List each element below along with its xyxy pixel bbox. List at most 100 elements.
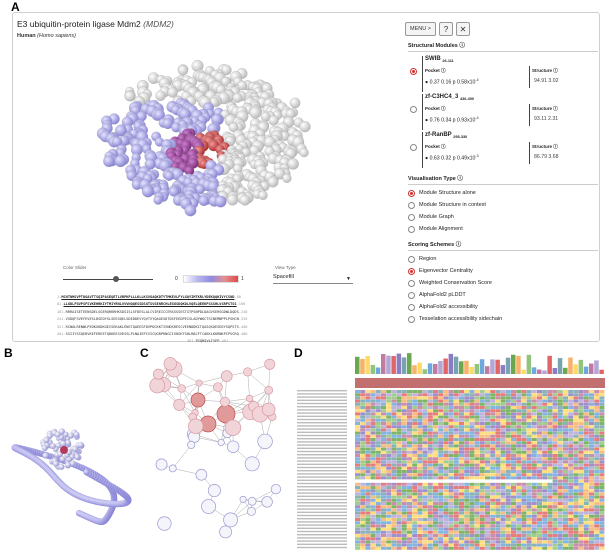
close-icon[interactable]: ✕ xyxy=(455,22,470,36)
module-radio[interactable] xyxy=(410,144,417,151)
alignment-cell xyxy=(355,450,360,454)
alignment-cell xyxy=(599,537,605,541)
alignment-cell xyxy=(557,415,563,419)
option-eigenvector-centrality[interactable]: Eigenvector Centrality xyxy=(408,265,598,277)
option-radio[interactable] xyxy=(408,213,415,221)
alignment-cell xyxy=(511,466,516,470)
alignment-cell xyxy=(516,396,522,400)
alignment-cell xyxy=(365,498,371,502)
alignment-cell xyxy=(360,412,366,416)
alignment-cell xyxy=(573,415,579,419)
alignment-cell xyxy=(401,415,407,419)
option-radio[interactable] xyxy=(408,303,415,311)
sequence-line: 161-RRRAISETEENSDELSGERQRKRHKSDSISLSFDES… xyxy=(57,309,367,316)
alignment-cell xyxy=(407,390,412,393)
option-radio[interactable] xyxy=(408,315,415,323)
option-weighted-conservation-score[interactable]: Weighted Conservation Score xyxy=(408,277,598,289)
alignment-cell xyxy=(360,534,366,537)
module-atom xyxy=(43,437,50,444)
alignment-cell xyxy=(360,418,366,422)
option-radio[interactable] xyxy=(408,291,415,299)
alignment-cell xyxy=(583,438,589,441)
help-icon[interactable]: ? xyxy=(438,22,453,36)
option-module-alignment[interactable]: Module Alignment xyxy=(408,223,598,235)
option-region[interactable]: Region xyxy=(408,253,598,265)
alignment-cell xyxy=(386,530,392,534)
alignment-cell xyxy=(557,466,563,470)
option-alphafold2-accessibility[interactable]: AlphaFold2 accessibility xyxy=(408,301,598,313)
option-radio[interactable] xyxy=(408,225,415,233)
alignment-cell xyxy=(547,393,553,397)
alignment-cell xyxy=(396,406,402,409)
option-radio[interactable] xyxy=(408,255,415,263)
module-zf-ranbp[interactable]: zf-RanBP 295-330 Pocket ⓘ ● 0.63 0.32 p … xyxy=(408,132,598,170)
alignment-cell xyxy=(422,444,428,448)
alignment-cell xyxy=(583,409,589,413)
alignment-cell xyxy=(459,393,464,397)
option-module-structure-alone[interactable]: Module Structure alone xyxy=(408,187,598,199)
alignment-cell xyxy=(526,498,532,502)
alignment-cell xyxy=(573,534,579,537)
alignment-cell xyxy=(521,473,527,477)
alignment-cell xyxy=(355,524,360,528)
sequence-name xyxy=(297,450,347,453)
alignment-cell xyxy=(360,428,366,432)
option-radio[interactable] xyxy=(408,201,415,209)
option-alphafold2-plddt[interactable]: AlphaFold2 pLDDT xyxy=(408,289,598,301)
alignment-cell xyxy=(365,505,371,509)
alignment-cell xyxy=(422,546,428,550)
option-radio[interactable] xyxy=(408,267,415,275)
sequence-line: 241-VSDQFSVEFEVESLDSEDYSLSEEGQELSDEDDEVY… xyxy=(57,316,367,323)
alignment-cell xyxy=(355,444,360,448)
alignment-cell xyxy=(547,505,553,509)
alignment-cell xyxy=(552,534,558,537)
alignment-cell xyxy=(485,396,490,400)
alignment-cell xyxy=(511,511,516,515)
alignment-cell xyxy=(526,473,532,477)
module-swib[interactable]: SWIB 26-111 Pocket ⓘ ● 0.37 0.16 p 0.58x… xyxy=(408,56,598,94)
color-slider-handle[interactable] xyxy=(113,276,119,282)
alignment-cell xyxy=(505,514,511,518)
alignment-cell xyxy=(521,396,527,400)
logo-column xyxy=(583,366,589,374)
alignment-cell xyxy=(511,441,516,445)
alignment-cell xyxy=(578,422,584,425)
protein-structure-viewer[interactable] xyxy=(17,43,395,258)
option-tesselation-accessibility-sidechain[interactable]: Tesselation accessibility sidechain xyxy=(408,313,598,325)
alignment-cell xyxy=(438,543,444,547)
alignment-cell xyxy=(433,527,438,531)
alignment-cell xyxy=(453,402,459,406)
alignment-cell xyxy=(537,540,542,544)
view-type-select[interactable]: Spacefill ▼ xyxy=(273,274,353,284)
graph-node xyxy=(149,377,166,394)
info-icon[interactable]: ⓘ xyxy=(457,176,463,182)
alignment-cell xyxy=(552,415,558,419)
module-atom xyxy=(58,463,65,470)
info-icon[interactable]: ⓘ xyxy=(459,43,465,49)
alignment-cell xyxy=(396,399,402,403)
alignment-cell xyxy=(443,498,449,502)
alignment-cell xyxy=(386,505,392,509)
alignment-cell xyxy=(396,402,402,406)
module-radio[interactable] xyxy=(410,68,417,75)
module-zf-c3hc4_3[interactable]: zf-C3HC4_3 436-490 Pocket ⓘ ● 0.76 0.34 … xyxy=(408,94,598,132)
color-slider-track[interactable] xyxy=(63,279,153,280)
alignment-cell xyxy=(500,431,506,435)
alignment-cell xyxy=(599,489,605,493)
option-radio[interactable] xyxy=(408,189,415,197)
alignment-cell xyxy=(589,438,594,441)
option-module-structure-in-context[interactable]: Module Structure in context xyxy=(408,199,598,211)
alignment-cell xyxy=(505,422,511,425)
alignment-cell xyxy=(448,473,454,477)
alignment-cell xyxy=(386,409,392,413)
option-radio[interactable] xyxy=(408,279,415,287)
alignment-cell xyxy=(583,412,589,416)
alignment-cell xyxy=(485,415,490,419)
info-icon[interactable]: ⓘ xyxy=(455,242,462,248)
alignment-cell xyxy=(453,518,459,521)
module-radio[interactable] xyxy=(410,106,417,113)
menu-button[interactable]: MENU > xyxy=(405,22,436,36)
alignment-cell xyxy=(407,546,412,550)
option-module-graph[interactable]: Module Graph xyxy=(408,211,598,223)
logo-column xyxy=(370,364,376,374)
